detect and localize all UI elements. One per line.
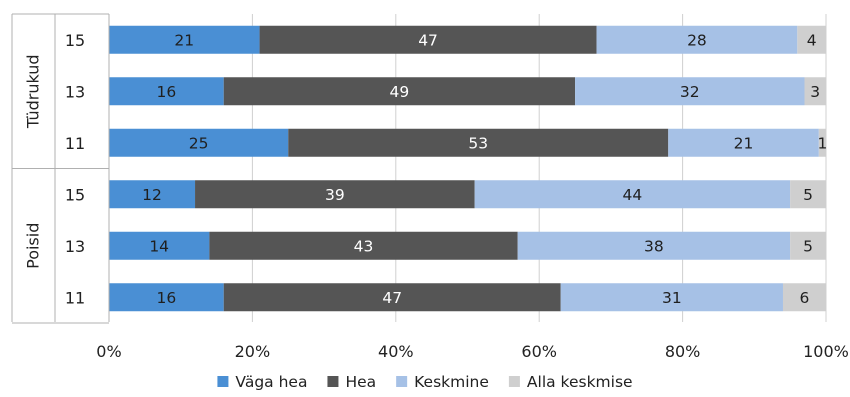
bar-segment: [517, 231, 791, 260]
bar-segment: [797, 25, 826, 54]
bar-value-label: 43: [354, 237, 374, 255]
bar-segment: [109, 128, 289, 157]
legend-label: Keskmine: [414, 373, 489, 391]
bar-value-label: 39: [325, 186, 345, 204]
bar-value-label: 31: [662, 289, 682, 307]
bar-value-label: 21: [174, 31, 194, 49]
bar-segment: [109, 77, 224, 106]
bar-value-label: 47: [418, 31, 438, 49]
legend-label: Väga hea: [235, 373, 307, 391]
legend-swatch: [217, 376, 229, 387]
bar-value-label: 5: [803, 186, 813, 204]
x-tick-label: 60%: [521, 342, 557, 361]
bar-value-label: 28: [687, 31, 707, 49]
bar-segment: [109, 231, 210, 260]
bar-segment: [259, 25, 597, 54]
bar-segment: [596, 25, 798, 54]
bar-segment: [223, 77, 576, 106]
bar-value-label: 1: [817, 134, 827, 152]
bar-value-label: 53: [468, 134, 488, 152]
x-tick-label: 0%: [96, 342, 121, 361]
bar-value-label: 47: [382, 289, 402, 307]
category-label: 15: [65, 185, 85, 204]
bar-segment: [818, 128, 826, 157]
bars: [109, 25, 826, 312]
bar-value-label: 4: [807, 31, 817, 49]
group-label: Poisid: [24, 223, 43, 269]
bar-segment: [782, 283, 826, 312]
bar-segment: [790, 231, 826, 260]
bar-segment: [288, 128, 669, 157]
bar-value-label: 38: [644, 237, 664, 255]
bar-value-label: 3: [810, 83, 820, 101]
group-label: Tüdrukud: [24, 54, 43, 129]
bar-segment: [668, 128, 819, 157]
legend-swatch: [508, 376, 520, 387]
bar-value-label: 49: [390, 83, 410, 101]
x-axis: 0% 20% 40% 60% 80% 100%: [96, 342, 849, 361]
category-label: 11: [65, 134, 85, 153]
bar-segment: [223, 283, 561, 312]
legend-swatch: [327, 376, 339, 387]
bar-segment: [109, 283, 224, 312]
bar-value-label: 25: [189, 134, 209, 152]
bar-segment: [209, 231, 518, 260]
category-label: 13: [65, 237, 85, 256]
bar-value-labels: 21 47 28 4 16 49 32 3 25 53 21 1 12 39 44 5 14 43 38 5 16 47 3…: [142, 31, 827, 307]
bar-value-label: 5: [803, 237, 813, 255]
category-label: 15: [65, 31, 85, 50]
bar-value-label: 21: [734, 134, 754, 152]
bar-value-label: 14: [149, 237, 169, 255]
bar-value-label: 6: [800, 289, 810, 307]
gridlines: [108, 14, 827, 322]
bar-segment: [109, 25, 260, 54]
bar-value-label: 12: [142, 186, 162, 204]
category-label: 11: [65, 288, 85, 307]
bar-value-label: 16: [156, 289, 176, 307]
bar-segment: [474, 180, 791, 209]
bar-value-label: 44: [623, 186, 643, 204]
bar-segment: [560, 283, 783, 312]
x-tick-label: 20%: [235, 342, 271, 361]
category-label: 13: [65, 82, 85, 101]
bar-segment: [109, 180, 196, 209]
legend-label: Alla keskmise: [527, 373, 633, 391]
y-axis: 15 13 11 15 13 11 Tüdrukud Poisid: [11, 13, 110, 324]
bar-segment: [804, 77, 826, 106]
bar-value-label: 16: [156, 83, 176, 101]
bar-value-label: 32: [680, 83, 700, 101]
legend-label: Hea: [345, 373, 376, 391]
legend-swatch: [396, 376, 408, 387]
bar-segment: [195, 180, 475, 209]
x-tick-label: 100%: [803, 342, 849, 361]
x-tick-label: 80%: [665, 342, 701, 361]
bar-segment: [790, 180, 826, 209]
bar-segment: [575, 77, 805, 106]
x-tick-label: 40%: [378, 342, 414, 361]
legend: Väga hea Hea Keskmine Alla keskmise: [217, 373, 633, 391]
